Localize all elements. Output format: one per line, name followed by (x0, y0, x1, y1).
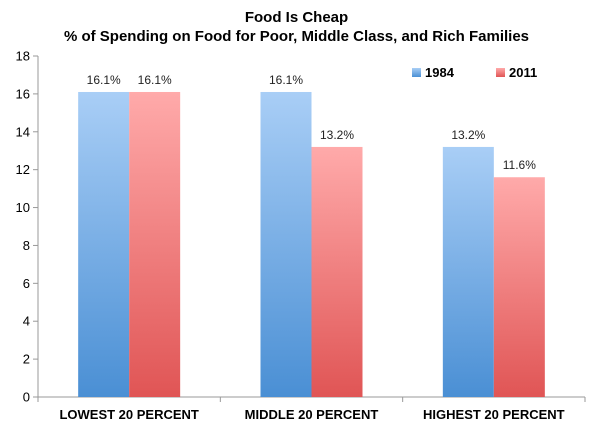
y-tick-label: 8 (23, 238, 30, 253)
bar-2011-2 (311, 146, 363, 397)
bar-1984-3 (442, 146, 494, 397)
legend-label: 1984 (425, 65, 455, 80)
y-tick-label: 0 (23, 390, 30, 405)
y-axis: 0 2 4 6 8 10 12 14 16 18 (16, 49, 39, 405)
data-label: 11.6% (503, 158, 536, 172)
bars-group (78, 91, 545, 397)
legend: 1984 2011 (412, 65, 537, 80)
x-category-label: LOWEST 20 PERCENT (59, 407, 198, 422)
y-tick-label: 4 (23, 314, 30, 329)
y-tick-label: 6 (23, 276, 30, 291)
x-category-label: MIDDLE 20 PERCENT (245, 407, 379, 422)
y-tick-label: 18 (16, 49, 30, 64)
data-labels-group: 16.1% 16.1% 16.1% 13.2% 13.2% 11.6% (87, 73, 537, 172)
bar-1984-2 (260, 91, 312, 397)
y-tick-label: 10 (16, 200, 30, 215)
data-label: 16.1% (138, 73, 172, 87)
bar-2011-3 (493, 177, 545, 397)
data-label: 13.2% (451, 128, 485, 142)
bar-2011-1 (129, 91, 181, 397)
data-label: 13.2% (320, 128, 354, 142)
y-tick-label: 2 (23, 352, 30, 367)
data-label: 16.1% (87, 73, 121, 87)
chart-subtitle: % of Spending on Food for Poor, Middle C… (64, 28, 529, 45)
y-tick-label: 16 (16, 86, 30, 101)
y-tick-label: 14 (16, 124, 30, 139)
legend-swatch-2011 (496, 68, 505, 77)
legend-label: 2011 (509, 65, 537, 80)
chart-title: Food Is Cheap (245, 9, 348, 26)
legend-swatch-1984 (412, 68, 421, 77)
y-tick-label: 12 (16, 162, 30, 177)
data-label: 16.1% (269, 73, 303, 87)
x-category-label: HIGHEST 20 PERCENT (423, 407, 565, 422)
bar-1984-1 (78, 91, 130, 397)
x-axis: LOWEST 20 PERCENT MIDDLE 20 PERCENT HIGHES… (37, 396, 586, 422)
